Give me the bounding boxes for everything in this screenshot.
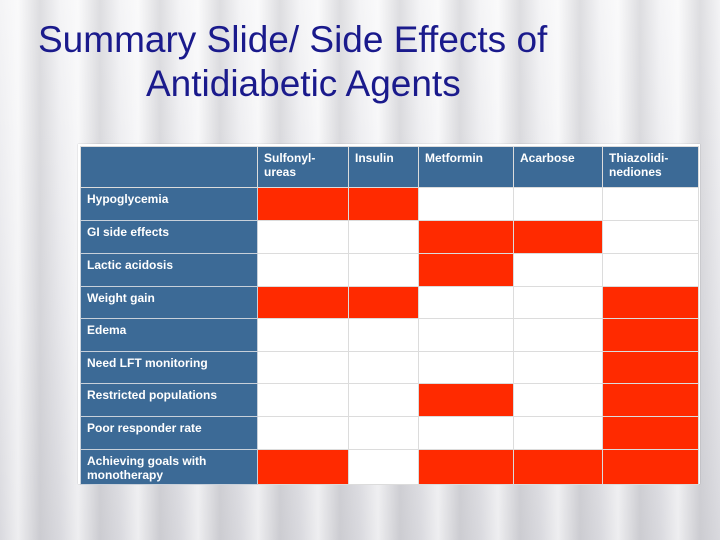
table-row: Need LFT monitoring: [80, 351, 699, 384]
column-header-label: Metformin: [425, 151, 483, 165]
effect-cell: [513, 253, 603, 287]
effect-cell: [418, 253, 514, 287]
table-row: Achieving goals with monotherapy: [80, 449, 699, 485]
column-header-acarbose: Acarbose: [513, 146, 603, 188]
effect-cell: [513, 318, 603, 352]
effect-cell: [257, 187, 349, 221]
effect-cell: [348, 449, 419, 485]
row-label: Achieving goals with monotherapy: [80, 449, 258, 485]
effect-cell: [257, 449, 349, 485]
effect-cell: [257, 253, 349, 287]
column-header-label: Acarbose: [520, 151, 575, 165]
effect-cell: [513, 187, 603, 221]
effect-cell: [513, 416, 603, 450]
effect-cell: [348, 286, 419, 319]
effect-cell: [418, 286, 514, 319]
effect-cell: [602, 220, 699, 254]
effect-cell: [513, 351, 603, 384]
table-row: Restricted populations: [80, 383, 699, 417]
header-row: Sulfonyl- ureas Insulin Metformin Acarbo…: [80, 146, 699, 188]
column-header-thiazolidinediones: Thiazolidi- nediones: [602, 146, 699, 188]
effect-cell: [257, 220, 349, 254]
effect-cell: [348, 351, 419, 384]
row-label: GI side effects: [80, 220, 258, 254]
effect-cell: [348, 318, 419, 352]
effect-cell: [602, 351, 699, 384]
effect-cell: [257, 383, 349, 417]
effect-cell: [418, 351, 514, 384]
table-row: Edema: [80, 318, 699, 352]
row-label: Poor responder rate: [80, 416, 258, 450]
row-label: Restricted populations: [80, 383, 258, 417]
effect-cell: [348, 383, 419, 417]
effect-cell: [602, 253, 699, 287]
side-effects-grid: Sulfonyl- ureas Insulin Metformin Acarbo…: [80, 146, 699, 485]
effect-cell: [257, 318, 349, 352]
effect-cell: [513, 220, 603, 254]
row-label: Need LFT monitoring: [80, 351, 258, 384]
effect-cell: [348, 220, 419, 254]
effect-cell: [348, 416, 419, 450]
slide-title-line-1: Summary Slide/ Side Effects of: [38, 19, 548, 60]
row-label: Lactic acidosis: [80, 253, 258, 287]
slide-title-line-2: Antidiabetic Agents: [146, 63, 461, 104]
table-row: Weight gain: [80, 286, 699, 319]
effect-cell: [418, 187, 514, 221]
header-corner: [80, 146, 258, 188]
effect-cell: [257, 416, 349, 450]
table-row: GI side effects: [80, 220, 699, 254]
effect-cell: [602, 383, 699, 417]
effect-cell: [513, 449, 603, 485]
side-effects-table: Sulfonyl- ureas Insulin Metformin Acarbo…: [78, 144, 700, 485]
effect-cell: [418, 318, 514, 352]
effect-cell: [418, 220, 514, 254]
column-header-label: Sulfonyl- ureas: [264, 151, 316, 179]
table-row: Hypoglycemia: [80, 187, 699, 221]
column-header-label: Insulin: [355, 151, 394, 165]
effect-cell: [348, 187, 419, 221]
column-header-sulfonylureas: Sulfonyl- ureas: [257, 146, 349, 188]
slide-title: Summary Slide/ Side Effects of Antidiabe…: [30, 18, 690, 106]
effect-cell: [348, 253, 419, 287]
effect-cell: [257, 351, 349, 384]
effect-cell: [513, 286, 603, 319]
effect-cell: [418, 416, 514, 450]
row-label: Hypoglycemia: [80, 187, 258, 221]
table-body: Hypoglycemia GI side effects Lactic acidos…: [80, 187, 699, 485]
effect-cell: [602, 416, 699, 450]
effect-cell: [602, 187, 699, 221]
row-label: Weight gain: [80, 286, 258, 319]
effect-cell: [602, 286, 699, 319]
effect-cell: [602, 449, 699, 485]
column-header-label: Thiazolidi- nediones: [609, 151, 669, 179]
table-row: Poor responder rate: [80, 416, 699, 450]
effect-cell: [513, 383, 603, 417]
column-header-metformin: Metformin: [418, 146, 514, 188]
row-label: Edema: [80, 318, 258, 352]
effect-cell: [602, 318, 699, 352]
effect-cell: [418, 383, 514, 417]
table-row: Lactic acidosis: [80, 253, 699, 287]
column-header-insulin: Insulin: [348, 146, 419, 188]
effect-cell: [418, 449, 514, 485]
effect-cell: [257, 286, 349, 319]
